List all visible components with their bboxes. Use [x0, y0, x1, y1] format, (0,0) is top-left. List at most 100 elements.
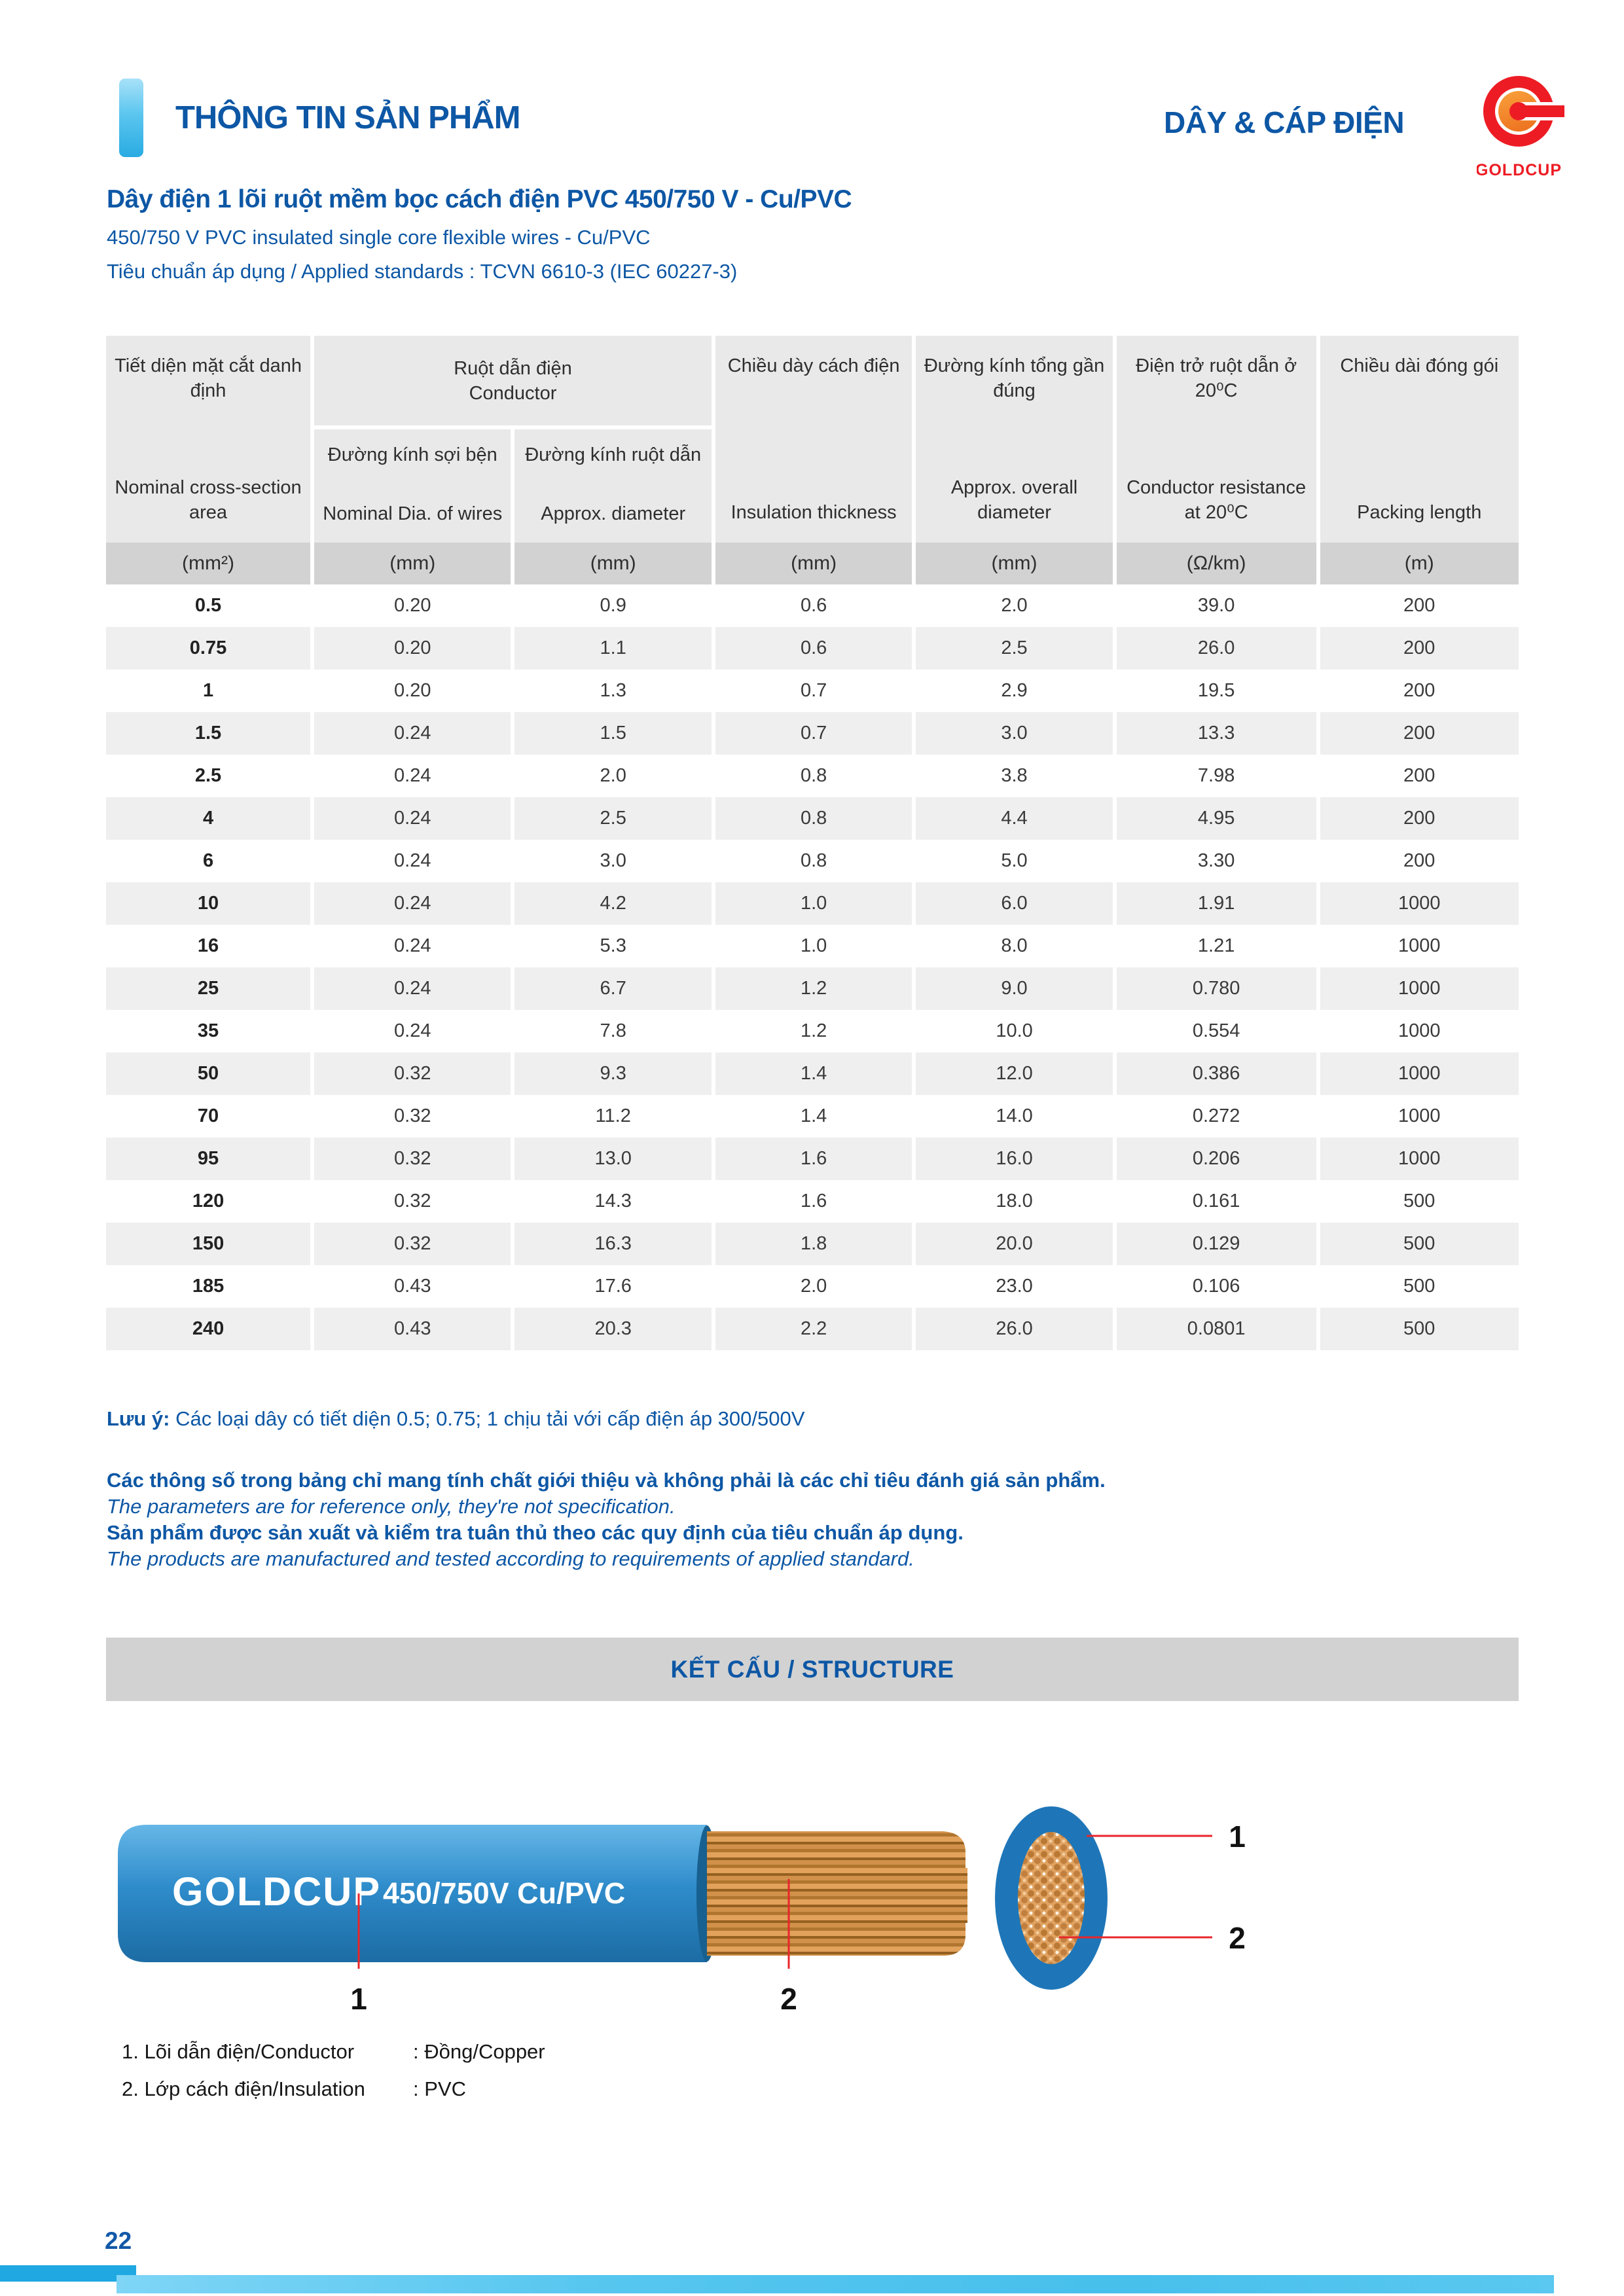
header-approx-diameter-vi: Đường kính ruột dẫn	[525, 444, 702, 465]
header-conductor-group-vi: Ruột dẫn điện	[454, 357, 572, 379]
table-cell: 1.1	[511, 627, 713, 670]
table-cell: 10.0	[912, 1010, 1115, 1052]
table-cell: 0.129	[1112, 1223, 1318, 1265]
table-cell: 0.24	[310, 755, 513, 797]
table-cell: 1.4	[711, 1095, 914, 1138]
table-cell: 2.0	[912, 584, 1115, 627]
table-cell: 1000	[1316, 925, 1519, 967]
structure-legend: 1. Lõi dẫn điện/Conductor : Đồng/Copper …	[122, 2033, 545, 2108]
page-title: THÔNG TIN SẢN PHẨM	[175, 100, 520, 135]
table-cell: 4.4	[912, 797, 1115, 840]
table-cell: 1.5	[511, 712, 713, 755]
cell-cross-section: 0.75	[106, 627, 313, 670]
table-cell: 17.6	[511, 1265, 713, 1308]
table-row: 4 0.24 2.5 0.8 4.4 4.95 200	[106, 797, 1519, 840]
unit-cell: (mm²)	[106, 543, 313, 584]
table-cell: 8.0	[912, 925, 1115, 967]
wire-structure-figure: GOLDCUP 450/750V Cu/PVC 1 2 1 2	[118, 1806, 1246, 2016]
wire-cross-section: 1 2	[995, 1806, 1246, 1990]
table-row: 185 0.43 17.6 2.0 23.0 0.106 500	[106, 1265, 1519, 1308]
header-wire-diameter: Đường kính sợi bện Nominal Dia. of wires	[310, 427, 513, 543]
table-row: 240 0.43 20.3 2.2 26.0 0.0801 500	[106, 1308, 1519, 1350]
table-cell: 13.0	[511, 1138, 713, 1180]
table-cell: 13.3	[1112, 712, 1318, 755]
table-cell: 0.8	[711, 755, 914, 797]
attention-note: Lưu ý: Các loại dây có tiết diện 0.5; 0.…	[107, 1407, 1519, 1431]
cross-section-conductor	[1018, 1832, 1085, 1964]
table-cell: 0.7	[711, 670, 914, 712]
table-cell: 16.3	[511, 1223, 713, 1265]
table-cell: 11.2	[511, 1095, 713, 1138]
table-cell: 2.5	[912, 627, 1115, 670]
unit-cell: (mm)	[711, 543, 914, 584]
table-cell: 6.7	[511, 967, 713, 1010]
table-cell: 0.8	[711, 797, 914, 840]
unit-cell: (mm)	[310, 543, 513, 584]
cell-cross-section: 6	[106, 840, 313, 882]
table-cell: 1000	[1316, 1095, 1519, 1138]
table-cell: 1000	[1316, 1010, 1519, 1052]
table-cell: 0.24	[310, 840, 513, 882]
pvc-jacket	[118, 1825, 707, 1962]
table-cell: 3.0	[511, 840, 713, 882]
cell-cross-section: 0.5	[106, 584, 313, 627]
cell-cross-section: 1	[106, 670, 313, 712]
header-insulation-thickness-en: Insulation thickness	[731, 502, 897, 523]
table-cell: 14.3	[511, 1180, 713, 1223]
table-cell: 1.91	[1112, 882, 1318, 925]
table-cell: 2.0	[511, 755, 713, 797]
header-cross-section-en: Nominal cross-section area	[115, 477, 302, 523]
table-row: 6 0.24 3.0 0.8 5.0 3.30 200	[106, 840, 1519, 882]
header-overall-diameter-en: Approx. overall diameter	[950, 477, 1078, 523]
legend-conductor-value: : Đồng/Copper	[413, 2040, 545, 2063]
cell-cross-section: 95	[106, 1138, 313, 1180]
table-cell: 4.95	[1112, 797, 1318, 840]
spec-table-body: 0.5 0.20 0.9 0.6 2.0 39.0 200 0.75 0.20 1.1 0.6 2.5…	[106, 584, 1519, 1350]
table-cell: 9.3	[511, 1052, 713, 1095]
header-conductor-group: Ruột dẫn điện Conductor	[310, 336, 713, 429]
product-title-en: 450/750 V PVC insulated single core flex…	[107, 226, 651, 249]
legend-item-insulation: 2. Lớp cách điện/Insulation : PVC	[122, 2070, 545, 2108]
table-cell: 1.0	[711, 925, 914, 967]
page-number: 22	[105, 2227, 132, 2254]
table-cell: 5.0	[912, 840, 1115, 882]
table-row: 50 0.32 9.3 1.4 12.0 0.386 1000	[106, 1052, 1519, 1095]
table-cell: 0.24	[310, 882, 513, 925]
unit-cell: (mm)	[511, 543, 713, 584]
table-cell: 1000	[1316, 1052, 1519, 1095]
header-conductor-resistance-vi: Điện trở ruột dẫn ở 20⁰C	[1136, 355, 1297, 401]
table-cell: 1.2	[711, 967, 914, 1010]
cell-cross-section: 50	[106, 1052, 313, 1095]
cell-cross-section: 35	[106, 1010, 313, 1052]
table-row: 1 0.20 1.3 0.7 2.9 19.5 200	[106, 670, 1519, 712]
category-title: DÂY & CÁP ĐIỆN	[1164, 105, 1405, 139]
applied-standards: Tiêu chuẩn áp dụng / Applied standards :…	[107, 260, 738, 283]
table-cell: 1.6	[711, 1138, 914, 1180]
table-cell: 0.6	[711, 627, 914, 670]
structure-banner: KẾT CẤU / STRUCTURE	[106, 1638, 1519, 1701]
table-cell: 26.0	[912, 1308, 1115, 1350]
table-cell: 7.8	[511, 1010, 713, 1052]
table-cell: 9.0	[912, 967, 1115, 1010]
cell-cross-section: 10	[106, 882, 313, 925]
table-cell: 0.8	[711, 840, 914, 882]
table-row: 95 0.32 13.0 1.6 16.0 0.206 1000	[106, 1138, 1519, 1180]
table-cell: 0.24	[310, 1010, 513, 1052]
legend-insulation-value: : PVC	[413, 2077, 466, 2100]
table-cell: 23.0	[912, 1265, 1115, 1308]
table-cell: 1000	[1316, 967, 1519, 1010]
table-row: 0.75 0.20 1.1 0.6 2.5 26.0 200	[106, 627, 1519, 670]
table-cell: 1.21	[1112, 925, 1318, 967]
table-cell: 0.24	[310, 712, 513, 755]
table-cell: 3.8	[912, 755, 1115, 797]
table-cell: 20.0	[912, 1223, 1115, 1265]
cross-label-2: 2	[1229, 1921, 1246, 1955]
cell-cross-section: 4	[106, 797, 313, 840]
table-cell: 0.43	[310, 1265, 513, 1308]
table-cell: 200	[1316, 584, 1519, 627]
table-cell: 1000	[1316, 1138, 1519, 1180]
table-row: 0.5 0.20 0.9 0.6 2.0 39.0 200	[106, 584, 1519, 627]
legend-item-conductor: 1. Lõi dẫn điện/Conductor : Đồng/Copper	[122, 2033, 545, 2070]
table-cell: 200	[1316, 712, 1519, 755]
